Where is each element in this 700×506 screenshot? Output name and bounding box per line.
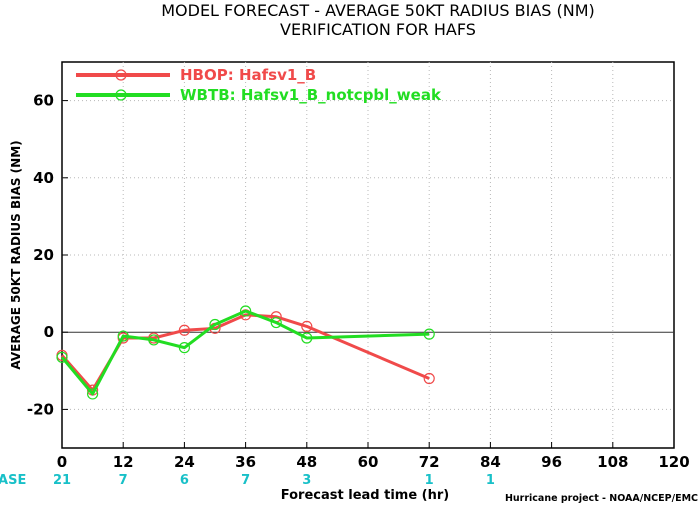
case-count: 1 bbox=[425, 473, 434, 488]
data-point bbox=[240, 305, 252, 317]
series-line-2 bbox=[60, 309, 430, 396]
y-axis-label: AVERAGE 50KT RADIUS BIAS (NM) bbox=[9, 140, 23, 369]
data-point bbox=[178, 324, 190, 336]
chart-subtitle: VERIFICATION FOR HAFS bbox=[280, 20, 476, 39]
legend-label: HBOP: Hafsv1_B bbox=[180, 66, 316, 84]
y-tick-label: 20 bbox=[33, 246, 54, 264]
credit-text: Hurricane project - NOAA/NCEP/EMC bbox=[505, 493, 698, 504]
ticks-layer: 0 12 24 36 48 60 72 84 96 108 120 -20 0 20 40 60 bbox=[27, 92, 690, 471]
legend-marker bbox=[115, 89, 127, 101]
case-count: 7 bbox=[119, 473, 128, 488]
legend-label: WBTB: Hafsv1_B_notcpbl_weak bbox=[180, 86, 442, 104]
case-count: 6 bbox=[180, 473, 189, 488]
y-tick-label: -20 bbox=[27, 400, 54, 418]
case-count: 21 bbox=[53, 473, 71, 488]
case-row: #CASE 21 7 6 7 3 1 1 bbox=[0, 473, 495, 488]
data-point bbox=[148, 334, 160, 346]
x-tick-label: 36 bbox=[235, 453, 256, 471]
data-point bbox=[56, 351, 68, 363]
legend-marker bbox=[115, 69, 127, 81]
chart-title: MODEL FORECAST - AVERAGE 50KT RADIUS BIA… bbox=[161, 1, 595, 20]
data-point bbox=[301, 332, 313, 344]
grid bbox=[62, 62, 674, 448]
x-tick-label: 48 bbox=[296, 453, 317, 471]
data-point bbox=[117, 330, 129, 342]
y-tick-label: 60 bbox=[33, 92, 54, 110]
case-count: 1 bbox=[486, 473, 495, 488]
data-point bbox=[423, 328, 435, 340]
x-axis-label: Forecast lead time (hr) bbox=[281, 488, 449, 503]
data-point bbox=[178, 342, 190, 354]
series-layer bbox=[56, 305, 435, 400]
x-tick-label: 96 bbox=[541, 453, 562, 471]
data-point bbox=[86, 388, 99, 400]
case-count: 7 bbox=[241, 473, 250, 488]
data-point bbox=[423, 372, 435, 385]
data-point bbox=[301, 320, 313, 333]
case-count: 3 bbox=[302, 473, 311, 488]
x-tick-label: 24 bbox=[174, 453, 195, 471]
x-tick-label: 72 bbox=[419, 453, 440, 471]
y-tick-label: 0 bbox=[44, 323, 54, 341]
data-point bbox=[209, 318, 221, 331]
data-point bbox=[270, 316, 282, 329]
x-tick-label: 0 bbox=[57, 453, 67, 471]
x-tick-label: 12 bbox=[113, 453, 134, 471]
x-tick-label: 60 bbox=[358, 453, 379, 471]
x-tick-label: 120 bbox=[658, 453, 689, 471]
y-tick-label: 40 bbox=[33, 169, 54, 187]
legend: HBOP: Hafsv1_B WBTB: Hafsv1_B_notcpbl_wea… bbox=[76, 66, 442, 104]
x-tick-label: 108 bbox=[597, 453, 628, 471]
x-tick-label: 84 bbox=[480, 453, 501, 471]
case-row-label: #CASE bbox=[0, 473, 26, 488]
